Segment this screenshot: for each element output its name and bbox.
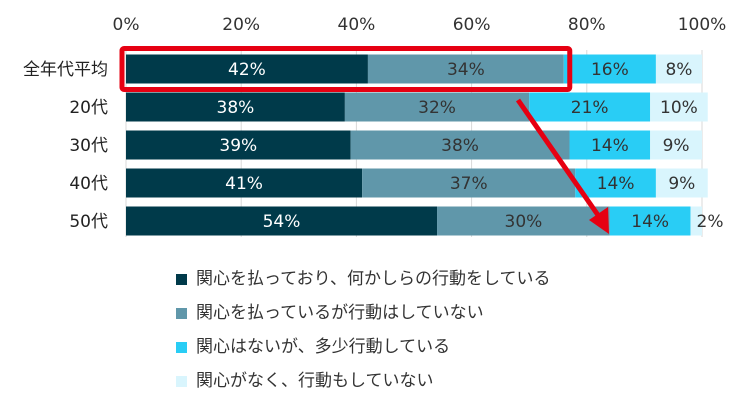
x-tick-label: 100% bbox=[678, 15, 727, 35]
x-tick-label: 60% bbox=[453, 15, 491, 35]
data-label: 32% bbox=[418, 98, 456, 118]
data-label: 14% bbox=[597, 174, 635, 194]
legend-label: 関心がなく、行動もしていない bbox=[196, 371, 434, 391]
bar-segment bbox=[609, 206, 691, 236]
legend-label: 関心を払っており、何かしらの行動をしている bbox=[196, 269, 551, 289]
category-label: 50代 bbox=[69, 212, 108, 232]
stacked-bar-chart: 0% 20% 40% 60% 80% 100% 全年代平均 20代 30代 40代 50代 42%… bbox=[23, 15, 727, 237]
bar-segment bbox=[563, 54, 656, 84]
category-label: 全年代平均 bbox=[23, 60, 108, 80]
bar-segment bbox=[344, 92, 530, 122]
legend-swatch bbox=[176, 308, 187, 319]
legend-item: 関心はないが、多少行動している bbox=[176, 330, 550, 364]
bar-segment bbox=[655, 168, 708, 198]
category-labels: 全年代平均 20代 30代 40代 50代 bbox=[23, 60, 108, 232]
data-label: 10% bbox=[660, 98, 698, 118]
data-label: 39% bbox=[219, 136, 257, 156]
bar-segment bbox=[126, 92, 345, 122]
data-label: 54% bbox=[263, 212, 301, 232]
data-label: 9% bbox=[663, 136, 690, 156]
bar-segment bbox=[655, 54, 702, 84]
category-label: 30代 bbox=[69, 136, 108, 156]
category-label: 20代 bbox=[69, 98, 108, 118]
category-label: 40代 bbox=[69, 174, 108, 194]
x-tick-label: 80% bbox=[568, 15, 606, 35]
data-labels: 42% 34% 16% 8% 38% 32% 21% 10% 39% 38% 14% 9% 41% 37%… bbox=[217, 60, 724, 232]
data-label: 41% bbox=[225, 174, 263, 194]
data-label: 42% bbox=[228, 60, 266, 80]
legend-swatch bbox=[176, 376, 187, 387]
legend-item: 関心がなく、行動もしていない bbox=[176, 364, 550, 398]
data-label: 30% bbox=[505, 212, 543, 232]
legend-item: 関心を払っており、何かしらの行動をしている bbox=[176, 262, 550, 296]
data-label: 37% bbox=[450, 174, 488, 194]
legend-label: 関心を払っているが行動はしていない bbox=[196, 303, 484, 323]
data-label: 38% bbox=[217, 98, 255, 118]
trend-arrow-head bbox=[589, 207, 609, 234]
bar-segment bbox=[126, 54, 368, 84]
data-label: 9% bbox=[668, 174, 695, 194]
bar-segment bbox=[362, 168, 576, 198]
data-label: 34% bbox=[447, 60, 485, 80]
x-tick-label: 20% bbox=[222, 15, 260, 35]
bar-segment bbox=[126, 130, 351, 160]
x-tick-label: 0% bbox=[113, 15, 140, 35]
bar-segment bbox=[126, 168, 363, 198]
highlight-box bbox=[119, 46, 573, 92]
legend-label: 関心はないが、多少行動している bbox=[196, 337, 451, 357]
data-label: 8% bbox=[665, 60, 692, 80]
x-axis-ticks: 0% 20% 40% 60% 80% 100% bbox=[113, 15, 727, 35]
data-label: 14% bbox=[591, 136, 629, 156]
bar-segment bbox=[569, 130, 651, 160]
bar-segment bbox=[367, 54, 564, 84]
data-label: 38% bbox=[441, 136, 479, 156]
bar-segment bbox=[529, 92, 651, 122]
bar-segment bbox=[690, 206, 702, 236]
legend: 関心を払っており、何かしらの行動をしている 関心を払っているが行動はしていない … bbox=[176, 262, 550, 398]
legend-item: 関心を払っているが行動はしていない bbox=[176, 296, 550, 330]
data-label: 14% bbox=[631, 212, 669, 232]
data-label: 21% bbox=[571, 98, 609, 118]
bar-segment bbox=[437, 206, 610, 236]
bar-segments bbox=[126, 54, 708, 236]
trend-arrow-shaft bbox=[515, 98, 603, 220]
bar-segment bbox=[126, 206, 438, 236]
bar-segment bbox=[650, 130, 702, 160]
bar-segment bbox=[650, 92, 708, 122]
data-label: 2% bbox=[697, 212, 724, 232]
legend-swatch bbox=[176, 274, 187, 285]
bar-segment bbox=[575, 168, 656, 198]
x-tick-label: 40% bbox=[338, 15, 376, 35]
data-label: 16% bbox=[591, 60, 629, 80]
legend-swatch bbox=[176, 342, 187, 353]
annotations bbox=[119, 46, 609, 234]
bar-segment bbox=[350, 130, 570, 160]
